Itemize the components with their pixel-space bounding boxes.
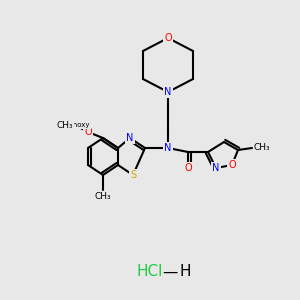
Text: methoxy: methoxy <box>60 122 90 128</box>
Text: O: O <box>84 127 92 137</box>
Text: H: H <box>179 265 191 280</box>
Text: CH₃: CH₃ <box>56 121 73 130</box>
Text: O: O <box>184 163 192 173</box>
Text: N: N <box>212 163 220 173</box>
Text: N: N <box>164 143 172 153</box>
Text: N: N <box>164 87 172 97</box>
Text: O: O <box>228 160 236 170</box>
Text: CH₃: CH₃ <box>254 143 271 152</box>
Text: N: N <box>126 133 134 143</box>
Text: O: O <box>164 33 172 43</box>
Text: HCl: HCl <box>137 265 163 280</box>
Text: S: S <box>130 170 136 180</box>
Text: —: — <box>162 265 178 280</box>
Text: CH₃: CH₃ <box>95 192 111 201</box>
